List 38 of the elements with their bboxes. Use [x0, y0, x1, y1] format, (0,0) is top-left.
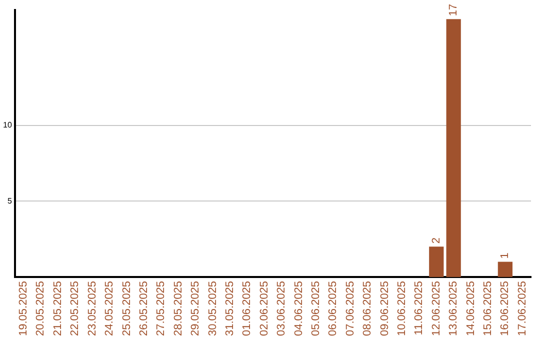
x-tick-label: 15.06.2025: [482, 280, 494, 336]
x-tick-label: 03.06.2025: [276, 280, 288, 336]
x-tick-label: 27.05.2025: [155, 280, 168, 336]
data-label: 17: [448, 4, 460, 16]
x-tick-label: 30.05.2025: [206, 280, 219, 336]
data-label: 1: [499, 252, 512, 259]
x-tick-label: 04.06.2025: [292, 280, 305, 336]
x-tick-label: 28.05.2025: [172, 280, 184, 336]
bar: [429, 246, 444, 277]
x-tick-label: 01.06.2025: [241, 280, 254, 336]
x-tick-label: 12.06.2025: [430, 280, 442, 336]
y-tick-label: 5: [7, 196, 12, 206]
x-tick-label: 07.06.2025: [344, 280, 356, 336]
x-tick-label: 31.05.2025: [224, 280, 236, 336]
x-tick-label: 02.06.2025: [258, 280, 270, 336]
x-tick-label: 05.06.2025: [310, 280, 322, 336]
x-tick-label: 22.05.2025: [69, 280, 82, 336]
x-tick-label: 08.06.2025: [362, 280, 374, 336]
y-tick-label: 10: [2, 120, 12, 130]
x-tick-label: 09.06.2025: [378, 280, 391, 336]
bar: [446, 19, 461, 277]
x-tick-label: 13.06.2025: [448, 280, 460, 336]
bar: [498, 262, 513, 277]
x-tick-label: 24.05.2025: [104, 280, 116, 336]
x-tick-label: 06.06.2025: [327, 280, 340, 336]
x-tick-label: 11.06.2025: [413, 280, 426, 336]
x-tick-label: 25.05.2025: [120, 280, 133, 336]
x-tick-label: 26.05.2025: [138, 280, 150, 336]
x-tick-label: 23.05.2025: [86, 280, 98, 336]
x-tick-label: 17.06.2025: [516, 280, 528, 336]
x-tick-label: 21.05.2025: [52, 280, 64, 336]
x-tick-label: 29.05.2025: [190, 280, 202, 336]
x-tick-label: 14.06.2025: [464, 280, 477, 336]
x-tick-label: 19.05.2025: [18, 280, 30, 336]
x-tick-label: 16.06.2025: [499, 280, 512, 336]
x-tick-label: 10.06.2025: [396, 280, 408, 336]
x-tick-label: 20.05.2025: [34, 280, 47, 336]
data-label: 2: [430, 237, 442, 244]
